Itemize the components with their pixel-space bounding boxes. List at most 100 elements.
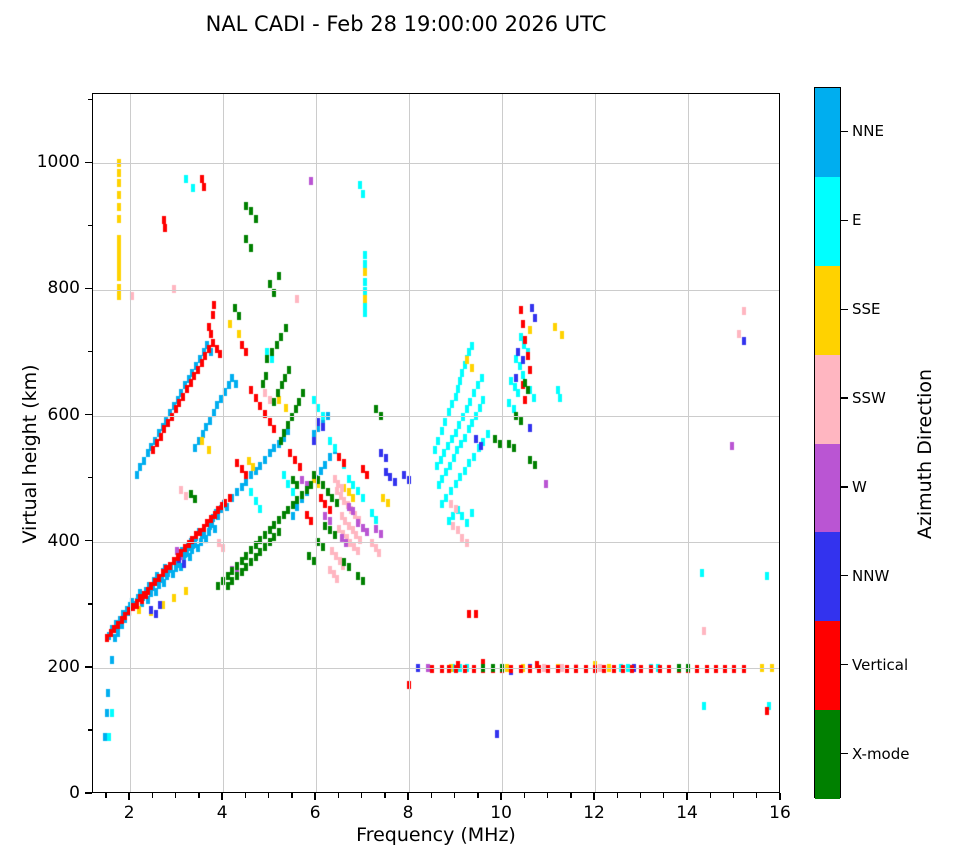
colorbar-label-vertical: Vertical — [852, 655, 909, 674]
colorbar-label-x-mode: X-mode — [852, 744, 910, 763]
colorbar-band-ssw — [815, 354, 840, 444]
colorbar-tick — [841, 130, 848, 133]
x-tick-major — [314, 793, 316, 800]
x-tick-minor — [151, 793, 154, 798]
x-tick-minor — [244, 793, 247, 798]
y-tick-label: 600 — [47, 404, 80, 425]
x-tick-minor — [523, 793, 526, 798]
x-tick-major — [128, 793, 130, 800]
x-tick-label: 14 — [676, 803, 698, 823]
x-tick-minor — [384, 793, 386, 798]
y-tick-minor — [87, 350, 92, 353]
colorbar-label-sse: SSE — [852, 300, 881, 319]
x-tick-minor — [268, 793, 270, 798]
x-tick-minor — [291, 793, 293, 798]
x-tick-label: 6 — [309, 803, 321, 823]
colorbar-tick — [841, 397, 848, 399]
gridline-vertical — [595, 94, 597, 792]
x-tick-major — [593, 793, 595, 800]
x-tick-label: 12 — [583, 803, 605, 823]
gridline-horizontal — [93, 289, 779, 291]
gridline-vertical — [316, 94, 318, 792]
x-tick-minor — [361, 793, 363, 798]
colorbar-band-nnw — [815, 532, 840, 622]
y-tick-label: 400 — [47, 530, 80, 551]
colorbar-band-w — [815, 443, 840, 533]
gridline-vertical — [688, 94, 689, 792]
colorbar-band-e — [815, 176, 840, 266]
x-tick-minor — [175, 793, 177, 798]
ionogram-plot-area — [92, 93, 780, 793]
x-tick-minor — [756, 793, 758, 798]
x-tick-minor — [546, 793, 549, 798]
gridline-vertical — [223, 94, 225, 792]
x-tick-minor — [663, 793, 665, 798]
y-tick-minor — [87, 729, 92, 731]
x-axis-title: Frequency (MHz) — [356, 824, 516, 846]
colorbar-label-ssw: SSW — [852, 389, 886, 408]
x-tick-major — [686, 793, 688, 800]
gridline-horizontal — [93, 163, 779, 165]
x-tick-minor — [732, 793, 735, 798]
y-tick-major — [85, 287, 92, 290]
gridline-horizontal — [93, 415, 779, 417]
x-tick-major — [500, 793, 502, 800]
x-tick-minor — [430, 793, 433, 798]
colorbar-label-nne: NNE — [852, 122, 884, 141]
y-tick-label: 1000 — [36, 152, 80, 173]
colorbar-band-vertical — [815, 621, 840, 711]
colorbar-band-x-mode — [815, 710, 840, 799]
x-tick-minor — [337, 793, 340, 798]
gridline-vertical — [409, 94, 411, 792]
colorbar-band-nne — [815, 88, 840, 177]
gridline-vertical — [502, 94, 504, 792]
colorbar-band-sse — [815, 265, 840, 355]
x-tick-label: 10 — [490, 803, 512, 823]
colorbar-tick — [841, 575, 848, 577]
x-tick-label: 2 — [123, 803, 135, 823]
y-tick-label: 800 — [47, 278, 80, 299]
x-tick-major — [221, 793, 223, 800]
azimuth-colorbar — [814, 87, 841, 799]
y-tick-major — [85, 666, 92, 668]
x-tick-major — [407, 793, 409, 800]
gridline-horizontal — [93, 541, 779, 543]
y-tick-minor — [87, 603, 92, 605]
ionogram-scatter-canvas — [93, 94, 779, 792]
colorbar-tick — [841, 308, 848, 310]
x-tick-minor — [639, 793, 642, 798]
x-tick-minor — [453, 793, 456, 798]
x-tick-label: 16 — [769, 803, 791, 823]
x-tick-minor — [709, 793, 711, 798]
y-tick-minor — [87, 224, 92, 227]
x-tick-minor — [198, 793, 200, 798]
page-title: NAL CADI - Feb 28 19:00:00 2026 UTC — [205, 12, 607, 36]
y-tick-major — [85, 792, 92, 794]
gridline-horizontal — [93, 667, 779, 669]
x-tick-minor — [105, 793, 107, 798]
colorbar-label-e: E — [852, 211, 862, 230]
x-tick-minor — [477, 793, 479, 798]
y-tick-minor — [87, 98, 92, 100]
colorbar-tick — [841, 219, 848, 221]
y-tick-label: 200 — [47, 656, 80, 677]
colorbar-tick — [841, 752, 848, 755]
y-tick-label: 0 — [69, 783, 80, 803]
x-tick-label: 8 — [402, 803, 414, 823]
x-tick-minor — [616, 793, 618, 798]
colorbar-label-w: W — [852, 477, 867, 496]
y-axis-title: Virtual height (km) — [19, 364, 41, 544]
y-tick-major — [85, 161, 92, 164]
x-tick-label: 4 — [216, 803, 228, 823]
colorbar-label-nnw: NNW — [852, 566, 890, 585]
x-tick-minor — [570, 793, 572, 798]
y-tick-major — [85, 540, 92, 542]
gridline-vertical — [130, 94, 132, 792]
y-tick-major — [85, 413, 92, 416]
x-tick-major — [779, 793, 781, 800]
y-tick-minor — [87, 477, 92, 479]
colorbar-title: Azimuth Direction — [914, 368, 936, 540]
colorbar-tick — [841, 664, 848, 666]
colorbar-tick — [841, 486, 848, 488]
